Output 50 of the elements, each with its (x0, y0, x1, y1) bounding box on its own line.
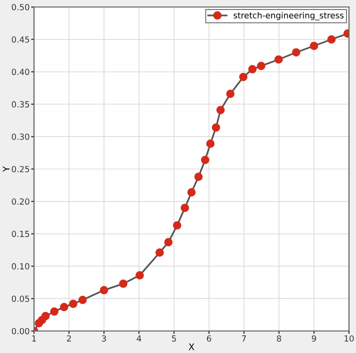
y-tick-label: 0.45 (12, 36, 30, 43)
x-tick-label: 10 (344, 335, 354, 342)
x-tick-label: 9 (312, 335, 316, 342)
point (274, 55, 283, 64)
point (187, 188, 196, 196)
point (100, 286, 108, 294)
y-tick-label: 0.40 (12, 68, 30, 76)
point (239, 72, 248, 82)
x-tick-label: 1 (32, 335, 36, 342)
point (200, 156, 210, 164)
point (78, 296, 87, 304)
point (155, 248, 164, 257)
point (310, 42, 318, 50)
y-tick-label: 0.05 (12, 296, 30, 302)
y-tick-label: 0.00 (12, 328, 30, 334)
point (216, 106, 225, 114)
x-tick-label: 8 (276, 335, 282, 342)
point (180, 204, 190, 212)
point (292, 48, 300, 57)
point (69, 300, 78, 308)
y-tick-label: 0.30 (12, 134, 30, 140)
y-tick-label: 0.35 (12, 101, 30, 108)
y-tick-label: 0.25 (12, 166, 30, 172)
y-tick-label: 0.15 (12, 230, 30, 238)
point (136, 271, 144, 280)
point (256, 62, 266, 70)
x-tick-label: 6 (206, 335, 212, 342)
point (248, 65, 257, 74)
x-tick-label: 7 (242, 335, 246, 342)
point (164, 238, 173, 246)
y-axis-title: Y (2, 166, 10, 172)
x-axis-title: X (188, 344, 194, 350)
point (226, 90, 235, 98)
y-tick-label: 0.20 (12, 198, 30, 205)
x-tick-label: 3 (102, 335, 106, 342)
point (206, 140, 215, 148)
point (119, 280, 128, 288)
point (60, 302, 68, 312)
y-tick-label: 0.10 (12, 263, 30, 270)
point (41, 312, 50, 320)
x-tick-label: 5 (172, 335, 176, 342)
point (172, 221, 182, 230)
point (194, 172, 203, 181)
legend-label: stretch-engineering_stress (234, 12, 344, 20)
y-tick-label: 0.50 (12, 4, 30, 10)
point (50, 307, 58, 316)
point (327, 35, 336, 44)
point (212, 123, 220, 132)
x-tick-label: 2 (66, 335, 71, 342)
x-tick-label: 4 (136, 335, 142, 342)
